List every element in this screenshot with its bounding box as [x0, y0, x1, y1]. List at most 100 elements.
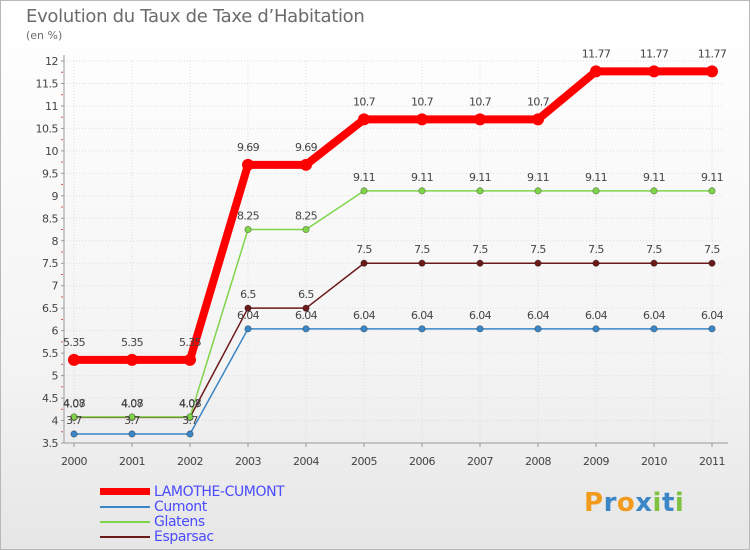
- data-label: 7.5: [530, 243, 546, 256]
- data-point: [126, 353, 138, 366]
- data-point: [650, 325, 658, 333]
- y-tick-label: 8: [52, 235, 59, 248]
- y-tick-label: 7: [52, 280, 59, 293]
- data-label: 6.04: [411, 309, 434, 322]
- data-label: 5.35: [179, 336, 202, 349]
- axes: 3.5 4 4.5 5 5.5 6 6.5 7 7.5 8 8.5 9 9.5 10 10.5 11 11.5 1…: [36, 55, 728, 468]
- data-point: [416, 113, 428, 126]
- x-tick-label: 2009: [583, 455, 609, 468]
- data-point: [590, 65, 602, 78]
- data-label: 9.69: [237, 141, 260, 154]
- data-point: [70, 430, 78, 438]
- y-tick-label: 4.5: [42, 392, 58, 405]
- legend-swatch: [100, 535, 150, 538]
- y-tick-label: 6.5: [42, 302, 58, 315]
- y-tick-label: 6: [52, 325, 59, 338]
- logo-letter: i: [652, 488, 662, 518]
- data-point: [534, 325, 542, 333]
- logo-letter: t: [661, 488, 675, 518]
- data-label: 4.08: [63, 397, 86, 410]
- proxiti-logo: Proxiti: [584, 488, 684, 518]
- logo-letter: P: [584, 488, 604, 518]
- data-label: 6.04: [469, 309, 492, 322]
- legend-label: LAMOTHE-CUMONT: [154, 483, 285, 500]
- data-labels: 5.35 5.35 5.35 9.69 9.69 10.7 10.7 10.7 10.7 11.7…: [63, 47, 727, 427]
- data-point: [476, 187, 484, 195]
- data-label: 6.5: [240, 288, 256, 301]
- data-point: [648, 65, 660, 78]
- series-group: [68, 65, 718, 438]
- y-tick-label: 12: [45, 55, 58, 68]
- data-point: [474, 113, 486, 126]
- data-point: [592, 325, 600, 333]
- y-tick-label: 11: [45, 100, 58, 113]
- data-label: 11.77: [640, 47, 669, 60]
- data-label: 5.35: [121, 336, 144, 349]
- data-point: [418, 187, 426, 195]
- data-label: 4.07: [121, 397, 144, 410]
- data-point: [360, 325, 368, 333]
- data-label: 6.04: [701, 309, 724, 322]
- data-point: [708, 187, 716, 195]
- legend-item-glatens[interactable]: Glatens: [100, 514, 284, 529]
- data-label: 9.11: [643, 171, 665, 184]
- data-label: 3.7: [182, 414, 198, 427]
- x-tick-label: 2010: [641, 455, 667, 468]
- y-tick-label: 5: [52, 370, 59, 383]
- data-label: 8.25: [295, 210, 318, 223]
- data-label: 10.7: [411, 95, 434, 108]
- data-point: [302, 225, 310, 234]
- data-point: [300, 158, 312, 171]
- legend-swatch: [100, 505, 150, 508]
- data-point: [650, 259, 658, 267]
- data-point: [244, 225, 252, 234]
- data-point: [358, 113, 370, 126]
- data-point: [128, 430, 136, 438]
- legend-label: Esparsac: [154, 528, 214, 545]
- data-point: [592, 187, 600, 195]
- legend-label: Cumont: [154, 498, 207, 515]
- data-point: [418, 259, 426, 267]
- data-label: 11.77: [698, 47, 727, 60]
- data-label: 7.5: [588, 243, 604, 256]
- y-tick-label: 10.5: [36, 122, 59, 135]
- data-point: [476, 259, 484, 267]
- x-tick-label: 2011: [699, 455, 725, 468]
- data-label: 7.5: [414, 243, 430, 256]
- data-point: [302, 304, 310, 312]
- logo-letter: x: [635, 488, 653, 518]
- x-tick-label: 2008: [525, 455, 551, 468]
- data-label: 10.7: [353, 95, 376, 108]
- data-label: 7.5: [472, 243, 488, 256]
- data-label: 6.04: [237, 309, 260, 322]
- data-label: 10.7: [527, 95, 550, 108]
- y-tick-label: 5.5: [42, 347, 58, 360]
- data-point: [534, 259, 542, 267]
- y-tick-label: 4: [52, 415, 59, 428]
- data-label: 11.77: [582, 47, 611, 60]
- data-label: 9.11: [411, 171, 433, 184]
- data-point: [708, 259, 716, 267]
- y-tick-label: 9.5: [42, 167, 58, 180]
- x-tick-label: 2006: [409, 455, 435, 468]
- legend-swatch: [100, 488, 150, 495]
- data-label: 3.7: [124, 414, 140, 427]
- x-tick-label: 2004: [293, 455, 319, 468]
- data-label: 7.5: [646, 243, 662, 256]
- data-point: [534, 187, 542, 195]
- data-label: 8.25: [237, 210, 260, 223]
- data-point: [244, 325, 252, 333]
- legend-item-lamothe-cumont[interactable]: LAMOTHE-CUMONT: [100, 483, 285, 500]
- data-point: [418, 325, 426, 333]
- data-point: [70, 413, 78, 421]
- data-label: 3.7: [66, 414, 82, 427]
- data-label: 4.07: [179, 397, 202, 410]
- data-label: 6.04: [527, 309, 550, 322]
- legend-item-esparsac[interactable]: Esparsac: [100, 529, 284, 544]
- logo-letter: o: [616, 488, 636, 518]
- data-point: [302, 325, 310, 333]
- data-label: 7.5: [356, 243, 372, 256]
- legend-item-cumont[interactable]: Cumont: [100, 499, 284, 514]
